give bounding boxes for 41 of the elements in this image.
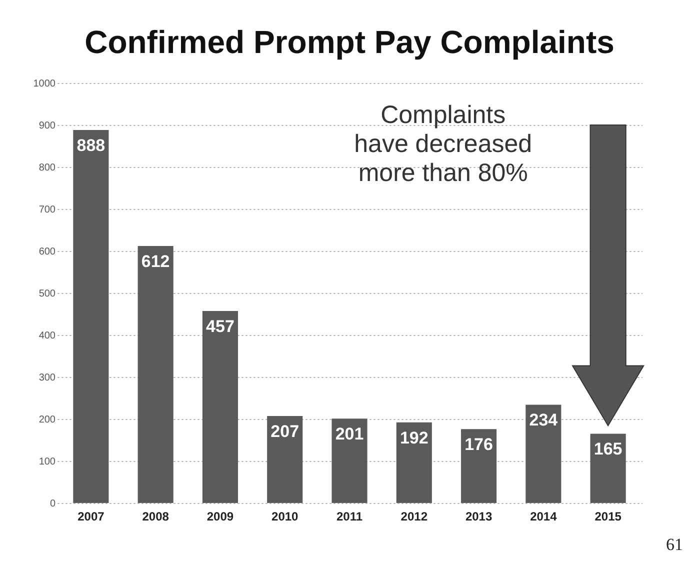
data-label: 201	[335, 424, 364, 444]
y-tick-label: 900	[38, 120, 56, 132]
y-tick-label: 400	[38, 330, 56, 342]
bar	[461, 429, 497, 503]
x-tick-label: 2015	[594, 510, 622, 524]
chart-title: Confirmed Prompt Pay Complaints	[84, 24, 614, 60]
y-tick-label: 100	[38, 456, 56, 468]
y-tick-label: 1000	[33, 78, 56, 90]
y-tick-label: 800	[38, 162, 56, 174]
text: 61	[666, 535, 683, 554]
x-tick-label: 2007	[78, 510, 105, 524]
bar	[267, 416, 303, 503]
annotation: Complaints have decreased more than 80%	[354, 101, 532, 187]
bar	[73, 130, 109, 503]
x-tick-label: 2008	[142, 510, 170, 524]
x-tick-label: 2011	[336, 510, 363, 524]
data-label: 612	[141, 252, 170, 271]
data-label: 888	[76, 136, 106, 156]
data-label: 192	[400, 428, 428, 448]
x-tick-label: 2010	[272, 510, 299, 524]
data-label: 165	[594, 440, 622, 459]
data-label: 457	[206, 317, 234, 336]
bar	[332, 418, 368, 503]
x-tick-label: 2012	[400, 510, 428, 524]
bar	[396, 422, 432, 503]
x-tick-label: 2013	[465, 510, 492, 524]
data-label: 207	[270, 422, 300, 442]
y-tick-label: 700	[38, 204, 56, 216]
y-tick-label: 300	[38, 372, 56, 384]
bar	[202, 311, 238, 503]
bar	[526, 404, 562, 503]
data-label: 234	[529, 410, 558, 430]
y-tick-label: 500	[38, 288, 56, 300]
y-tick-label: 600	[38, 246, 56, 258]
x-tick-label: 2014	[530, 510, 558, 524]
bar	[590, 434, 626, 503]
y-tick-label: 200	[38, 414, 56, 426]
x-tick-label: 2009	[206, 510, 234, 524]
bar	[138, 246, 174, 503]
data-label: 176	[464, 435, 493, 454]
y-tick-label: 0	[50, 498, 56, 510]
